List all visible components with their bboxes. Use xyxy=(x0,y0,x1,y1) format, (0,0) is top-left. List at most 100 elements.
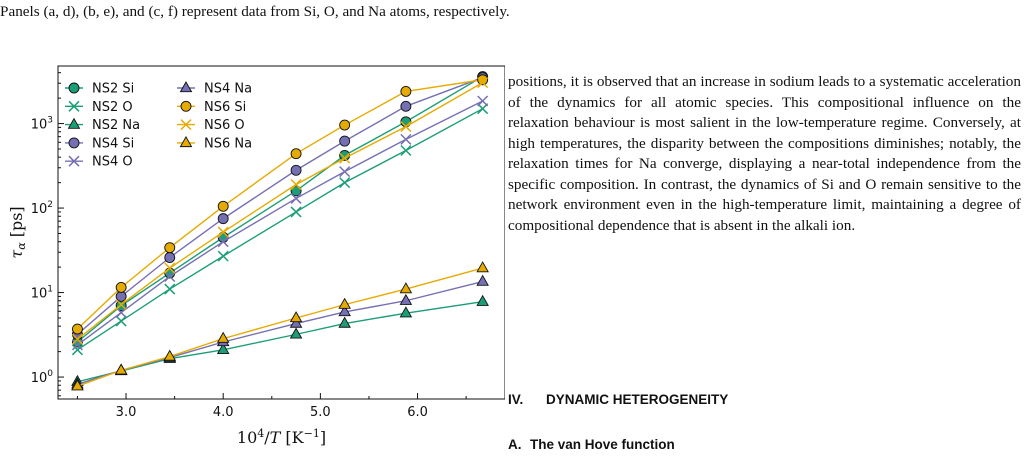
y-tick-label: 102 xyxy=(31,200,53,217)
data-point xyxy=(71,344,83,356)
data-point xyxy=(339,119,351,131)
data-point xyxy=(339,166,351,178)
data-point xyxy=(115,299,127,311)
data-point xyxy=(114,363,128,375)
subsection-number: A. xyxy=(508,437,522,452)
legend-entry: NS6 Na xyxy=(177,135,252,151)
data-point xyxy=(290,178,302,191)
data-point xyxy=(115,281,127,293)
data-point xyxy=(290,206,302,218)
x-tick-label: 4.0 xyxy=(213,405,234,420)
data-point xyxy=(290,185,302,197)
data-point xyxy=(163,349,177,361)
series-line xyxy=(76,79,483,330)
data-point xyxy=(217,213,229,225)
legend-label: NS4 O xyxy=(92,155,133,170)
data-point xyxy=(216,342,230,355)
legend-marker xyxy=(179,81,193,93)
x-tick-label: 3.0 xyxy=(116,405,137,420)
data-point xyxy=(399,282,413,294)
subsection-title: The van Hove function xyxy=(530,437,675,452)
legend-label: NS2 Si xyxy=(92,82,134,97)
legend-entry: NS2 Si xyxy=(65,82,134,97)
relaxation-time-chart: 3.0 4.0 5.0 6.0 100 101 102 103 NS2 Si NS2 O NS2 … xyxy=(7,65,505,447)
data-point xyxy=(164,262,176,274)
data-point xyxy=(289,316,303,328)
series-line xyxy=(76,75,484,343)
y-tick-label: 103 xyxy=(31,116,53,133)
series-ns6-na xyxy=(71,261,489,391)
legend-entry: NS6 Si xyxy=(177,100,246,115)
data-point xyxy=(338,305,351,317)
data-point xyxy=(290,164,302,176)
subsection-heading: A. The van Hove function xyxy=(508,437,675,452)
data-point xyxy=(477,77,489,89)
legend-marker xyxy=(68,137,80,149)
legend-entry: NS4 Si xyxy=(65,136,134,151)
section-heading: IV. DYNAMIC HETEROGENEITY xyxy=(508,392,728,407)
data-point xyxy=(339,135,351,147)
series-ns4-na xyxy=(71,274,489,389)
y-axis-label: τα [ps] xyxy=(7,206,28,258)
legend-marker xyxy=(68,82,80,94)
data-point xyxy=(216,331,230,343)
data-point xyxy=(217,250,229,262)
data-point xyxy=(476,274,489,286)
data-point xyxy=(289,327,303,339)
series-ns4-si xyxy=(71,72,489,340)
data-point xyxy=(290,148,302,160)
section-number: IV. xyxy=(508,392,524,407)
data-point xyxy=(71,333,83,345)
legend-entry: NS2 Na xyxy=(65,117,140,133)
legend-entry: NS4 O xyxy=(65,155,133,170)
data-point xyxy=(115,307,127,319)
section-title: DYNAMIC HETEROGENEITY xyxy=(546,392,729,407)
data-point xyxy=(164,252,176,263)
data-point xyxy=(477,74,489,86)
data-point xyxy=(477,95,489,107)
data-point xyxy=(399,293,413,305)
data-point xyxy=(164,283,176,295)
series-ns2-o xyxy=(71,103,489,356)
data-point xyxy=(338,297,351,309)
series-line xyxy=(77,100,483,346)
series-line xyxy=(76,82,483,340)
series-line xyxy=(76,76,483,335)
data-point xyxy=(289,311,303,323)
y-tick-label: 100 xyxy=(31,369,54,386)
x-axis-label: 104/T [K−1] xyxy=(237,427,326,447)
legend-marker xyxy=(180,100,192,112)
legend-marker xyxy=(180,119,192,131)
data-point xyxy=(217,236,229,248)
series-ns2-na xyxy=(71,294,489,386)
legend-label: NS6 Na xyxy=(204,136,252,151)
x-tick-label: 6.0 xyxy=(407,405,428,420)
legend-entry: NS4 Na xyxy=(177,81,252,97)
data-point xyxy=(400,121,412,133)
series-line xyxy=(77,267,483,387)
legend-entry: NS6 O xyxy=(177,118,245,133)
series-line xyxy=(77,300,483,383)
series-line xyxy=(77,108,483,351)
data-point xyxy=(217,226,229,238)
legend-entry: NS2 O xyxy=(65,100,133,115)
legend-label: NS4 Na xyxy=(204,82,252,97)
legend-label: NS6 O xyxy=(204,118,245,133)
data-point xyxy=(71,379,84,391)
body-paragraph: positions, it is observed that an increa… xyxy=(508,73,1021,234)
data-point xyxy=(400,100,412,112)
data-point xyxy=(476,261,489,273)
legend-marker xyxy=(68,155,80,167)
data-point xyxy=(339,152,351,164)
data-point xyxy=(164,270,176,283)
data-point xyxy=(164,242,176,254)
legend-marker xyxy=(67,117,81,129)
plot-frame xyxy=(57,65,505,400)
data-point xyxy=(338,316,351,328)
data-point xyxy=(476,294,489,306)
legend-label: NS4 Si xyxy=(92,136,134,151)
figure-caption-continuation: Panels (a, d), (b, e), and (c, f) repres… xyxy=(0,3,510,20)
data-point xyxy=(339,177,351,189)
data-point xyxy=(400,133,412,145)
data-point xyxy=(400,144,412,157)
